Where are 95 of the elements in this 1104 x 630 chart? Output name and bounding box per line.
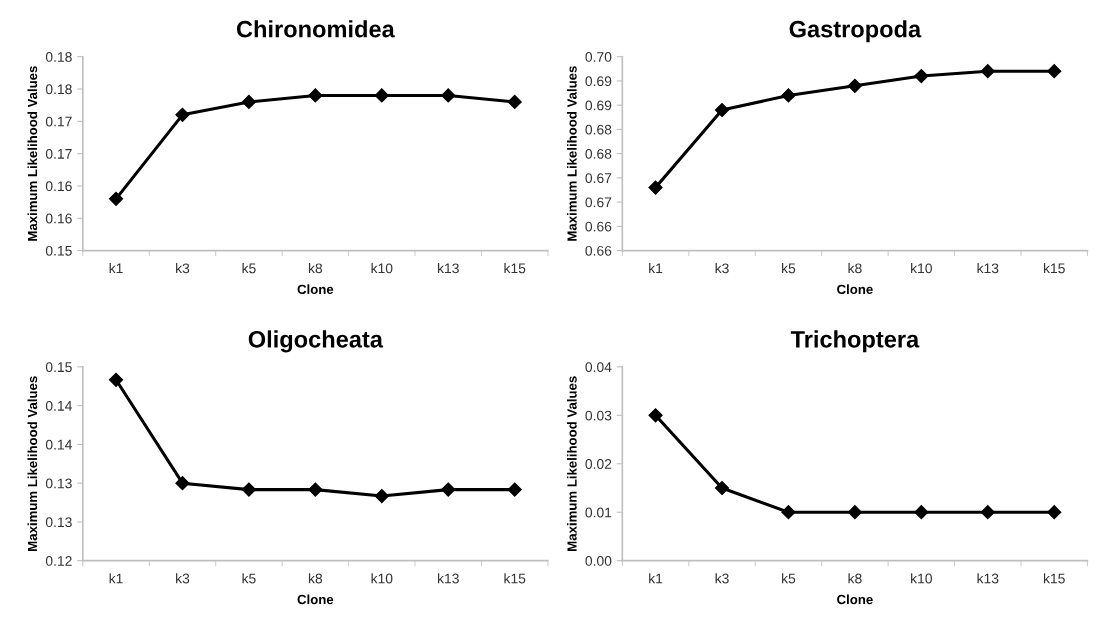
- point: [648, 180, 663, 195]
- x-tick-label: k10: [371, 263, 393, 274]
- point: [507, 94, 522, 110]
- x-tick-label: k1: [649, 263, 663, 274]
- chart-title: Oligocheata: [248, 330, 384, 353]
- point: [507, 482, 522, 497]
- x-axis-title: Clone: [837, 594, 873, 605]
- point: [847, 505, 862, 520]
- x-tick-label: k10: [911, 263, 932, 274]
- y-tick-label: 0.16: [45, 181, 72, 192]
- point: [980, 505, 995, 520]
- x-tick-label: k3: [176, 573, 190, 584]
- y-axis-title: Maximum Likelihood Values: [27, 66, 38, 241]
- point: [441, 482, 456, 497]
- x-tick-label: k3: [176, 263, 190, 274]
- point: [781, 505, 796, 520]
- y-tick-label: 0.00: [585, 556, 612, 566]
- y-tick-label: 0.16: [45, 213, 72, 224]
- point: [374, 88, 389, 103]
- point: [648, 408, 663, 423]
- y-tick-label: 0.14: [45, 439, 72, 450]
- x-axis-title: Clone: [297, 284, 334, 295]
- x-tick-label: k1: [109, 573, 123, 584]
- x-tick-label: k1: [109, 263, 123, 274]
- y-tick-label: 0.13: [45, 517, 72, 528]
- x-tick-label: k5: [782, 263, 796, 274]
- point: [914, 69, 929, 84]
- y-tick-label: 0.18: [45, 84, 72, 95]
- point: [914, 505, 929, 520]
- y-tick-label: 0.04: [585, 362, 612, 373]
- y-tick-label: 0.67: [585, 173, 612, 184]
- x-tick-label: k5: [782, 573, 796, 584]
- y-tick-label: 0.66: [585, 245, 612, 256]
- point: [1047, 505, 1062, 520]
- point: [108, 372, 124, 387]
- x-tick-label: k8: [848, 263, 862, 274]
- x-tick-label: k15: [1043, 263, 1065, 274]
- point: [847, 78, 862, 93]
- y-axis-title: Maximum Likelihood Values: [567, 376, 577, 551]
- x-tick-label: k10: [371, 573, 393, 584]
- x-tick-label: k15: [504, 263, 526, 274]
- y-tick-label: 0.15: [45, 362, 72, 373]
- y-tick-label: 0.12: [45, 556, 72, 566]
- y-axis-title: Maximum Likelihood Values: [567, 66, 577, 241]
- point: [108, 191, 124, 206]
- point: [175, 476, 190, 491]
- chart-title: Gastropoda: [789, 20, 922, 43]
- x-tick-label: k13: [977, 573, 999, 584]
- x-tick-label: k5: [242, 263, 256, 274]
- point: [374, 489, 389, 504]
- y-axis-title: Maximum Likelihood Values: [27, 376, 38, 551]
- y-tick-label: 0.02: [585, 459, 612, 469]
- x-tick-label: k8: [308, 263, 323, 274]
- point: [980, 64, 995, 79]
- y-tick-label: 0.68: [585, 124, 612, 135]
- x-tick-label: k5: [242, 573, 256, 584]
- x-axis-title: Clone: [297, 594, 334, 605]
- x-tick-label: k15: [1043, 573, 1065, 584]
- x-tick-label: k8: [848, 573, 862, 584]
- point: [1047, 64, 1062, 79]
- y-tick-label: 0.03: [585, 410, 612, 421]
- x-tick-label: k8: [308, 573, 323, 584]
- y-tick-label: 0.69: [585, 76, 612, 87]
- y-tick-label: 0.17: [45, 116, 72, 127]
- point: [714, 480, 730, 496]
- point: [781, 88, 796, 103]
- x-tick-label: k15: [504, 573, 526, 584]
- point: [241, 482, 256, 497]
- x-tick-label: k1: [649, 573, 663, 584]
- x-tick-label: k13: [437, 263, 459, 274]
- x-tick-label: k3: [715, 263, 729, 274]
- y-tick-label: 0.66: [585, 221, 612, 232]
- x-tick-label: k10: [911, 573, 932, 584]
- y-tick-label: 0.01: [585, 507, 612, 518]
- chart-title: Trichoptera: [790, 330, 920, 353]
- point: [308, 88, 323, 103]
- y-tick-label: 0.17: [45, 148, 72, 159]
- point: [714, 102, 730, 118]
- x-tick-label: k13: [977, 263, 999, 274]
- y-tick-label: 0.14: [45, 400, 72, 411]
- y-tick-label: 0.69: [585, 100, 612, 111]
- y-tick-label: 0.70: [585, 52, 612, 62]
- chart-title: Chironomidea: [236, 20, 395, 38]
- y-tick-label: 0.67: [585, 197, 612, 208]
- point: [241, 94, 256, 110]
- point: [175, 107, 190, 122]
- x-tick-label: k3: [715, 573, 729, 584]
- y-tick-label: 0.18: [45, 52, 72, 62]
- y-tick-label: 0.68: [585, 148, 612, 159]
- point: [441, 88, 456, 103]
- y-tick-label: 0.13: [45, 478, 72, 489]
- point: [308, 482, 323, 497]
- y-tick-label: 0.15: [45, 245, 72, 256]
- x-tick-label: k13: [437, 573, 459, 584]
- x-axis-title: Clone: [837, 284, 873, 295]
